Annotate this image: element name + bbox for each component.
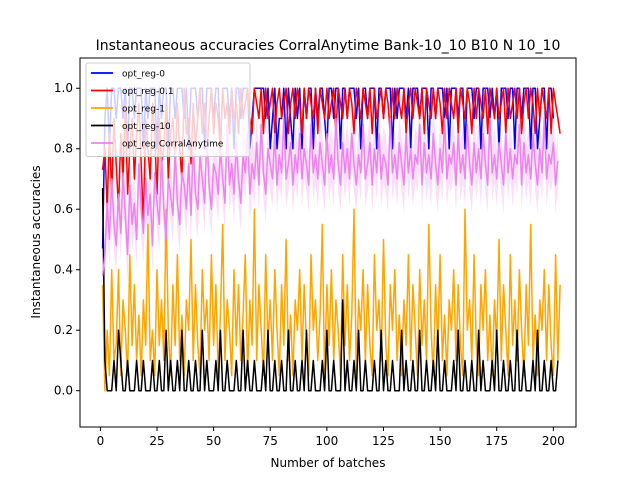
- legend-label-2: opt_reg-1: [122, 105, 165, 115]
- x-axis: 0 25 50 75 100 125 150 175 200: [97, 427, 565, 448]
- x-tick-label-0: 0: [97, 434, 105, 448]
- y-tick-label-2: 0.4: [54, 263, 73, 277]
- chart-title: Instantaneous accuracies CorralAnytime B…: [96, 38, 561, 54]
- y-tick-label-3: 0.6: [54, 202, 73, 216]
- legend: opt_reg-0 opt_reg-0.1 opt_reg-1 opt_reg-10o…: [85, 62, 251, 157]
- x-tick-label-8: 200: [542, 434, 565, 448]
- x-tick-label-4: 100: [315, 434, 338, 448]
- series-line-4: [101, 117, 559, 276]
- y-tick-label-0: 0.0: [54, 384, 73, 398]
- legend-label-1: opt_reg-0.1: [122, 87, 174, 97]
- y-tick-label-5: 1.0: [54, 81, 73, 95]
- plot-frame: [79, 57, 577, 428]
- y-tick-label-1: 0.2: [54, 323, 73, 337]
- series-line-2: [101, 208, 561, 392]
- x-axis-label: Number of batches: [271, 456, 386, 470]
- x-tick-label-6: 150: [429, 434, 452, 448]
- legend-label-4: opt_reg CorralAnytime: [122, 140, 224, 150]
- x-tick-label-2: 50: [206, 434, 221, 448]
- y-tick-label-4: 0.8: [54, 142, 73, 156]
- series-line-3: [101, 188, 559, 392]
- legend-label-0: opt_reg-0: [122, 70, 165, 80]
- x-tick-label-5: 125: [372, 434, 395, 448]
- y-axis-label: Instantaneous accuracies: [29, 165, 43, 318]
- x-tick-label-7: 175: [485, 434, 508, 448]
- x-tick-label-3: 75: [263, 434, 278, 448]
- legend-box: [85, 62, 251, 157]
- x-tick-label-1: 25: [149, 434, 164, 448]
- y-axis: 0.0 0.2 0.4 0.6 0.8 1.0: [54, 81, 80, 398]
- legend-label-3: opt_reg-10: [122, 122, 171, 132]
